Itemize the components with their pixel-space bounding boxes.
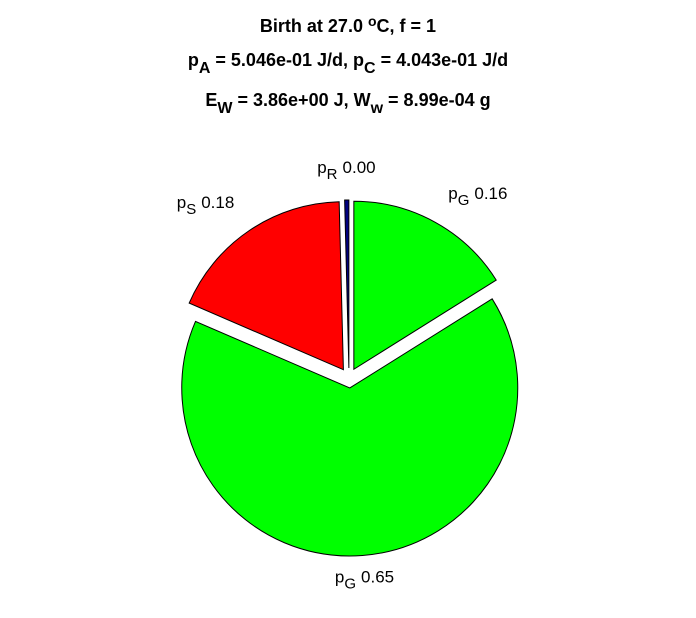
title-part: p <box>188 50 199 70</box>
title-part: = 3.86e+00 J, W <box>233 90 371 110</box>
label-name: p <box>177 193 186 212</box>
title-part: A <box>199 60 211 77</box>
slice-label: pG 0.65 <box>335 567 394 592</box>
pie-slice <box>353 200 497 371</box>
title-part: W <box>217 100 233 117</box>
pie-slice <box>181 298 519 557</box>
chart-title: pA = 5.046e-01 J/d, pC = 4.043e-01 J/d <box>188 50 508 77</box>
label-value: 0.18 <box>201 193 234 212</box>
label-value: 0.65 <box>361 567 394 586</box>
title-part: C <box>364 60 376 77</box>
label-sub: S <box>186 201 196 218</box>
label-value: 0.00 <box>343 158 376 177</box>
label-sub: R <box>327 166 338 183</box>
title-part: = 4.043e-01 J/d <box>376 50 509 70</box>
label-sub: G <box>344 575 356 592</box>
title-part: w <box>370 100 384 117</box>
chart-title: Birth at 27.0 oC, f = 1 <box>260 13 436 36</box>
pie-slice <box>344 199 350 369</box>
title-part: = 5.046e-01 J/d, p <box>210 50 364 70</box>
label-sub: G <box>458 192 470 209</box>
title-part: o <box>368 13 377 29</box>
slice-label: pR 0.00 <box>317 158 375 183</box>
title-part: Birth at 27.0 <box>260 16 368 36</box>
pie-slice <box>188 201 344 371</box>
title-part: E <box>205 90 217 110</box>
label-name: p <box>448 184 457 203</box>
chart-title: EW = 3.86e+00 J, Ww = 8.99e-04 g <box>205 90 490 117</box>
label-name: p <box>335 567 344 586</box>
title-part: C, f = 1 <box>377 16 437 36</box>
slice-label: pS 0.18 <box>177 193 235 218</box>
slice-label: pG 0.16 <box>448 184 507 209</box>
label-value: 0.16 <box>474 184 507 203</box>
label-name: p <box>317 158 326 177</box>
title-part: = 8.99e-04 g <box>383 90 491 110</box>
